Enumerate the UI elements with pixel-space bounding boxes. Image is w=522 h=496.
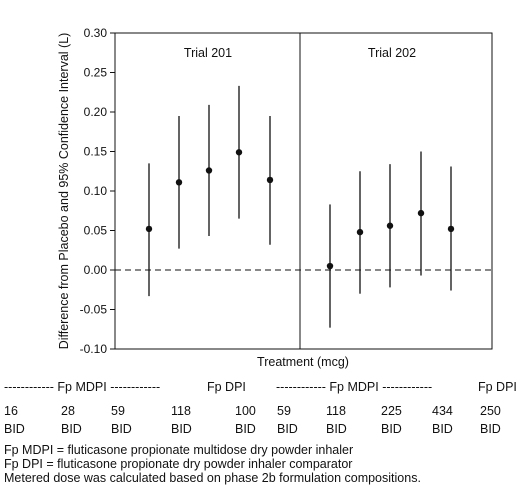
- y-tick-label: 0.05: [84, 224, 108, 238]
- point-estimate: [175, 179, 183, 186]
- dose-label: 434: [432, 404, 453, 418]
- footnote-mdpi: Fp MDPI = fluticasone propionate multido…: [4, 443, 354, 457]
- frequency-label: BID: [381, 422, 402, 436]
- point-estimate: [447, 225, 455, 233]
- dose-label: 118: [326, 404, 346, 418]
- y-tick-label: 0.00: [84, 263, 108, 277]
- dose-label: 250: [480, 404, 501, 418]
- dose-label: 28: [61, 404, 75, 418]
- frequency-label: BID: [171, 422, 192, 436]
- frequency-label: BID: [4, 422, 25, 436]
- dose-label: 59: [111, 404, 125, 418]
- y-axis-label: Difference from Placebo and 95% Confiden…: [57, 33, 71, 350]
- frequency-label: BID: [235, 422, 256, 436]
- panel-title-1: Trial 201: [184, 46, 232, 60]
- group-header-trial202-dpi: Fp DPI: [478, 380, 517, 394]
- point-estimate: [235, 149, 243, 156]
- point-estimate: [356, 228, 364, 236]
- footnote-metered-dose: Metered dose was calculated based on pha…: [4, 471, 421, 485]
- point-estimate: [205, 167, 213, 174]
- point-estimate: [266, 176, 274, 184]
- frequency-label: BID: [432, 422, 453, 436]
- plot-frame: [114, 32, 493, 350]
- dose-label: 100: [235, 404, 256, 418]
- frequency-label: BID: [480, 422, 501, 436]
- y-tick-label: -0.05: [80, 303, 108, 317]
- dose-label: 118: [171, 404, 191, 418]
- y-tick-label: 0.15: [84, 145, 108, 159]
- point-estimate: [326, 262, 334, 270]
- group-header-trial201-dpi: Fp DPI: [207, 380, 246, 394]
- group-header-trial201-mdpi: ------------ Fp MDPI ------------: [4, 380, 161, 394]
- y-tick-label: 0.20: [84, 105, 108, 119]
- point-estimate: [145, 225, 153, 233]
- y-tick-label: 0.30: [84, 26, 108, 40]
- point-estimate: [417, 209, 425, 217]
- footnote-dpi: Fp DPI = fluticasone propionate dry powd…: [4, 457, 353, 471]
- panel-title-2: Trial 202: [368, 46, 416, 60]
- dose-label: 59: [277, 404, 291, 418]
- group-header-trial202-mdpi: ------------ Fp MDPI ------------: [276, 380, 433, 394]
- frequency-label: BID: [277, 422, 298, 436]
- dose-label: 16: [4, 404, 18, 418]
- y-tick-label: 0.25: [84, 66, 108, 80]
- y-tick-label: -0.10: [80, 342, 108, 356]
- point-estimate: [386, 222, 394, 229]
- x-axis-label: Treatment (mcg): [257, 355, 349, 369]
- frequency-label: BID: [111, 422, 132, 436]
- frequency-label: BID: [61, 422, 82, 436]
- frequency-label: BID: [326, 422, 347, 436]
- dose-label: 225: [381, 404, 402, 418]
- y-tick-label: 0.10: [84, 184, 108, 198]
